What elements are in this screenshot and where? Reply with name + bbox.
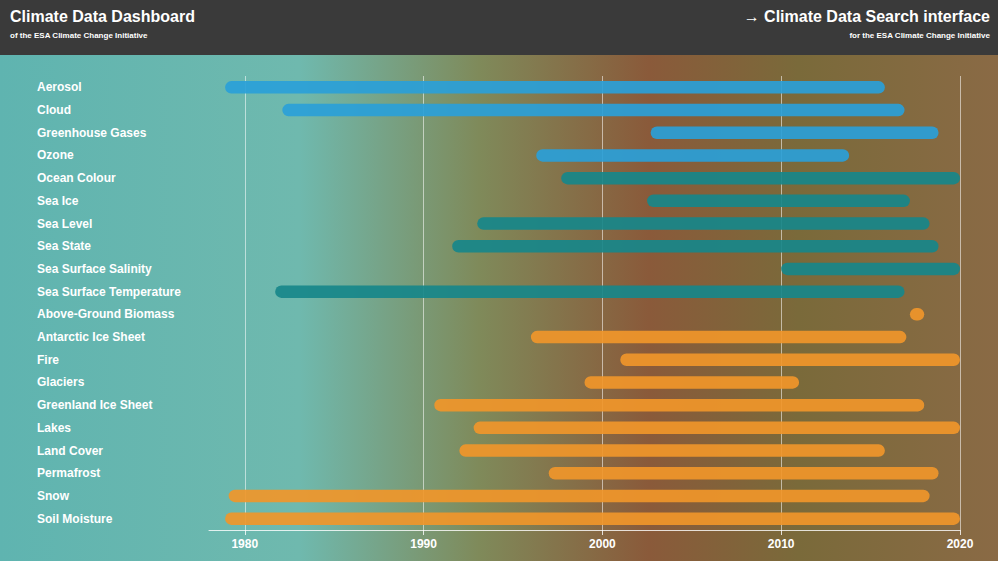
svg-text:Sea State: Sea State: [37, 239, 91, 253]
svg-text:Glaciers: Glaciers: [37, 375, 85, 389]
svg-text:Greenhouse Gases: Greenhouse Gases: [37, 126, 147, 140]
svg-text:Ocean Colour: Ocean Colour: [37, 171, 116, 185]
svg-text:Aerosol: Aerosol: [37, 80, 82, 94]
html-text:Climate Data Dashboard: Climate Data Dashboard: [10, 8, 195, 25]
svg-text:Snow: Snow: [37, 489, 70, 503]
svg-text:Cloud: Cloud: [37, 103, 71, 117]
svg-text:Antarctic Ice Sheet: Antarctic Ice Sheet: [37, 330, 145, 344]
svg-text:Sea Ice: Sea Ice: [37, 194, 79, 208]
svg-text:Ozone: Ozone: [37, 148, 74, 162]
svg-text:Permafrost: Permafrost: [37, 466, 100, 480]
html-text:→ Climate Data Search interfac: → Climate Data Search interface: [743, 8, 990, 25]
html-text:of the ESA Climate Change Init: of the ESA Climate Change Initiative: [10, 31, 148, 40]
svg-text:1990: 1990: [410, 537, 437, 551]
svg-text:Greenland Ice Sheet: Greenland Ice Sheet: [37, 398, 152, 412]
svg-text:Land Cover: Land Cover: [37, 444, 103, 458]
svg-text:1980: 1980: [231, 537, 258, 551]
svg-text:2010: 2010: [768, 537, 795, 551]
svg-text:Fire: Fire: [37, 353, 59, 367]
svg-text:Sea Surface Temperature: Sea Surface Temperature: [37, 285, 181, 299]
svg-text:2020: 2020: [947, 537, 974, 551]
svg-text:2000: 2000: [589, 537, 616, 551]
html-text:for the ESA Climate Change Ini: for the ESA Climate Change Initiative: [849, 31, 990, 40]
svg-text:Sea Surface Salinity: Sea Surface Salinity: [37, 262, 152, 276]
svg-text:Soil Moisture: Soil Moisture: [37, 512, 113, 526]
svg-text:Lakes: Lakes: [37, 421, 71, 435]
svg-text:Sea Level: Sea Level: [37, 217, 92, 231]
svg-text:Above-Ground Biomass: Above-Ground Biomass: [37, 307, 175, 321]
